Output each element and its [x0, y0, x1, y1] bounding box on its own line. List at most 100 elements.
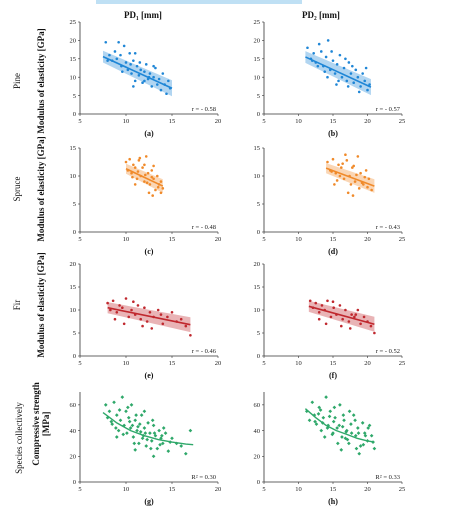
data-point-b	[326, 75, 329, 79]
data-point-g	[149, 439, 154, 443]
data-point-c	[155, 174, 159, 178]
fit-line-a	[102, 55, 173, 89]
data-point-b	[361, 72, 364, 75]
data-point-g	[174, 441, 179, 446]
data-point-e	[143, 306, 146, 310]
data-point-f	[347, 320, 351, 323]
data-point-h	[347, 441, 351, 446]
data-point-c	[161, 187, 165, 190]
data-point-g	[132, 441, 137, 446]
data-point-g	[121, 432, 126, 437]
y-tick-label-g: 0	[73, 479, 76, 486]
x-tick-label-g: 20	[215, 486, 222, 493]
data-point-g	[107, 409, 112, 414]
x-tick-label-e: 5	[78, 360, 81, 367]
data-point-g	[155, 446, 160, 451]
data-point-f	[332, 306, 335, 310]
data-point-d	[352, 164, 356, 168]
data-point-b	[328, 68, 332, 72]
data-point-b	[326, 39, 330, 42]
panel-label-f: (f)	[329, 371, 337, 380]
data-point-g	[151, 454, 156, 459]
data-point-h	[349, 422, 353, 426]
x-tick-label-b: 15	[330, 118, 337, 125]
data-point-g	[133, 448, 138, 452]
data-point-e	[179, 317, 183, 321]
data-point-h	[347, 409, 352, 414]
data-point-h	[321, 415, 326, 420]
x-tick-label-b: 25	[399, 118, 406, 125]
data-point-f	[324, 322, 328, 326]
data-point-d	[338, 174, 342, 178]
data-point-d	[351, 194, 355, 197]
data-point-g	[143, 431, 148, 435]
data-point-h	[333, 415, 337, 420]
data-point-e	[127, 315, 131, 319]
y-tick-label-e: 20	[70, 261, 77, 268]
data-point-c	[150, 175, 154, 179]
annotation-g: R² = 0.30	[191, 474, 216, 481]
data-point-e	[170, 311, 174, 314]
data-point-e	[118, 304, 121, 307]
fit-line-c	[125, 167, 164, 187]
data-point-g	[160, 433, 164, 438]
data-point-c	[150, 169, 154, 172]
data-point-g	[142, 409, 147, 414]
confidence-band-e	[107, 302, 191, 333]
data-point-f	[348, 327, 352, 330]
data-point-g	[114, 435, 119, 439]
data-point-a	[159, 88, 163, 92]
data-point-c	[141, 166, 144, 169]
data-point-h	[371, 440, 375, 444]
data-point-a	[128, 51, 131, 55]
data-point-g	[136, 424, 140, 429]
data-point-e	[124, 297, 128, 300]
data-point-h	[341, 413, 346, 417]
annotation-a: r = - 0.58	[192, 106, 216, 113]
data-point-h	[342, 418, 346, 423]
confidence-band-b	[305, 51, 371, 96]
data-point-c	[147, 191, 151, 195]
data-point-d	[346, 191, 350, 195]
data-point-f	[369, 324, 373, 328]
data-point-h	[332, 405, 337, 410]
data-point-g	[117, 408, 122, 412]
data-point-b	[345, 79, 349, 83]
data-point-b	[368, 83, 371, 86]
data-point-a	[119, 53, 122, 57]
data-point-c	[143, 163, 146, 167]
x-tick-label-f: 25	[399, 360, 406, 367]
y-tick-label-g: 40	[70, 428, 77, 435]
data-point-g	[116, 428, 121, 433]
data-point-d	[370, 188, 373, 192]
data-point-h	[335, 426, 339, 430]
panel-label-a: (a)	[144, 129, 154, 138]
data-point-b	[356, 75, 360, 79]
data-point-g	[140, 436, 145, 441]
x-tick-label-g: 10	[123, 486, 130, 493]
data-point-a	[155, 83, 159, 86]
y-tick-label-f: 5	[257, 330, 260, 337]
y-tick-label-d: 10	[254, 173, 261, 180]
data-point-a	[138, 61, 142, 64]
annotation-d: r = - 0.43	[376, 224, 400, 231]
data-point-a	[122, 44, 126, 48]
data-point-c	[130, 171, 133, 175]
data-point-a	[143, 79, 146, 83]
x-tick-label-f: 20	[364, 360, 371, 367]
data-point-e	[141, 324, 144, 328]
data-point-b	[323, 70, 327, 73]
data-point-e	[136, 304, 140, 307]
y-tick-label-h: 60	[254, 402, 261, 409]
data-point-d	[360, 181, 364, 185]
data-point-g	[166, 449, 171, 453]
data-point-h	[337, 423, 342, 428]
data-point-h	[351, 413, 356, 417]
y-tick-label-f: 0	[257, 353, 260, 360]
data-point-h	[356, 431, 361, 435]
data-point-e	[166, 315, 169, 319]
data-point-a	[141, 81, 144, 85]
x-tick-label-e: 20	[215, 360, 222, 367]
x-tick-label-h: 20	[364, 486, 371, 493]
data-point-a	[130, 72, 133, 75]
